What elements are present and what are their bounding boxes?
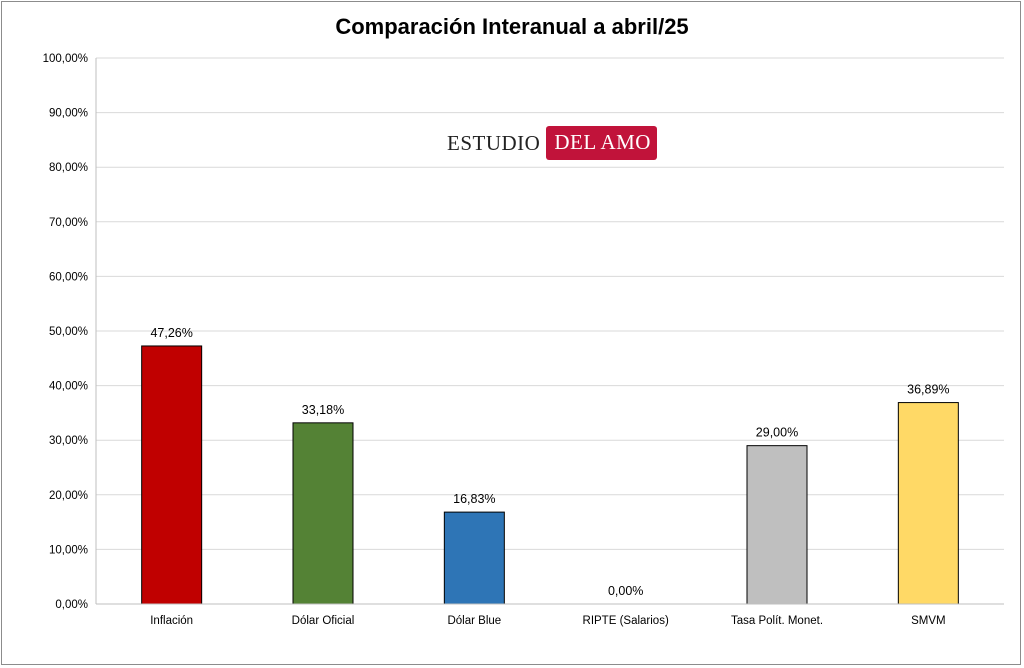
logo-right-text: DEL AMO (546, 126, 657, 160)
data-label: 33,18% (302, 403, 344, 417)
y-tick-label: 70,00% (49, 217, 88, 229)
chart-title: Comparación Interanual a abril/25 (335, 14, 689, 39)
x-category-label: Inflación (150, 615, 193, 627)
y-tick-label: 20,00% (49, 490, 88, 502)
estudio-del-amo-logo: ESTUDIO DEL AMO (447, 124, 657, 162)
bar (141, 345, 203, 605)
y-tick-label: 30,00% (49, 435, 88, 447)
bar (746, 445, 808, 605)
y-tick-label: 50,00% (49, 326, 88, 338)
logo-left-text: ESTUDIO (447, 130, 541, 155)
y-tick-label: 10,00% (49, 544, 88, 556)
x-category-label: RIPTE (Salarios) (583, 615, 669, 627)
data-label: 36,89% (907, 383, 949, 397)
y-tick-label: 90,00% (49, 108, 88, 120)
y-tick-label: 60,00% (49, 271, 88, 283)
bar (897, 402, 959, 605)
bar (292, 422, 354, 605)
x-category-label: SMVM (911, 615, 946, 627)
y-tick-label: 40,00% (49, 381, 88, 393)
data-label: 16,83% (453, 492, 495, 506)
data-label: 47,26% (150, 326, 192, 340)
data-label: 0,00% (608, 584, 643, 598)
y-tick-label: 0,00% (55, 599, 88, 611)
x-category-label: Dólar Oficial (292, 615, 355, 627)
x-category-label: Tasa Polít. Monet. (731, 615, 823, 627)
y-tick-label: 100,00% (43, 53, 88, 65)
x-category-label: Dólar Blue (447, 615, 501, 627)
y-tick-label: 80,00% (49, 162, 88, 174)
bar (443, 511, 505, 605)
data-label: 29,00% (756, 426, 798, 440)
